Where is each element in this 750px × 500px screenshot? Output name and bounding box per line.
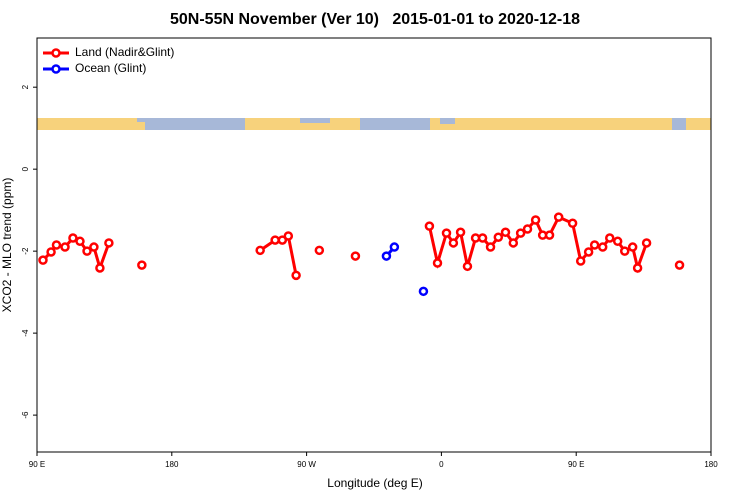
plot-frame: [36, 37, 712, 453]
map-strip: [37, 118, 711, 130]
data-point: [612, 236, 623, 247]
x-tick-label: 180: [704, 460, 718, 469]
data-point: [95, 263, 105, 273]
data-point: [530, 215, 541, 225]
data-point: [277, 235, 288, 245]
data-point: [137, 260, 147, 270]
data-point: [68, 233, 78, 243]
data-point: [89, 242, 99, 252]
data-point: [60, 242, 70, 252]
data-point: [567, 218, 578, 229]
data-point: [619, 246, 630, 256]
y-tick-label: 0: [21, 166, 30, 171]
data-point: [485, 242, 496, 252]
data-point: [283, 231, 294, 241]
legend-label: Land (Nadir&Glint): [75, 45, 174, 59]
legend-marker: [51, 64, 61, 74]
series-line: [386, 247, 423, 291]
data-point: [508, 238, 519, 248]
y-tick-label: -6: [21, 411, 30, 419]
data-point: [627, 242, 638, 252]
data-point: [46, 247, 56, 257]
x-tick-label: 90 E: [29, 460, 45, 469]
y-tick-label: -4: [21, 329, 30, 337]
data-point: [597, 242, 608, 252]
data-point: [314, 245, 325, 256]
data-point: [583, 247, 594, 257]
data-point: [51, 240, 62, 250]
data-point: [389, 242, 400, 252]
x-axis-label: Longitude (deg E): [327, 476, 422, 490]
data-point: [75, 236, 85, 247]
data-point: [674, 260, 685, 270]
x-tick-label: 0: [439, 460, 444, 469]
x-tick-label: 90 E: [568, 460, 584, 469]
data-point: [553, 212, 564, 222]
data-point: [477, 233, 488, 243]
data-point: [424, 221, 435, 231]
data-point: [104, 238, 114, 248]
data-point: [500, 227, 511, 238]
data-point: [493, 232, 504, 242]
data-point: [589, 240, 600, 250]
x-tick-label: 180: [165, 460, 179, 469]
y-axis-label: XCO2 - MLO trend (ppm): [0, 178, 14, 313]
data-point: [38, 255, 48, 265]
data-point: [432, 258, 443, 268]
data-point: [544, 230, 555, 240]
data-point: [381, 251, 392, 261]
data-point: [575, 256, 586, 266]
y-tick-label: -2: [21, 247, 30, 255]
data-point: [441, 228, 452, 238]
data-point: [641, 238, 652, 248]
data-point: [255, 245, 265, 256]
data-point: [605, 233, 615, 243]
legend-marker: [51, 48, 61, 58]
data-point: [522, 224, 533, 234]
data-point: [632, 263, 643, 273]
data-point: [291, 270, 301, 281]
x-tick-label: 90 W: [297, 460, 316, 469]
data-point: [515, 228, 526, 238]
data-point: [448, 238, 459, 248]
data-point: [82, 246, 92, 256]
chart-title: 50N-55N November (Ver 10) 2015-01-01 to …: [170, 11, 580, 28]
data-point: [350, 251, 361, 261]
data-point: [455, 227, 466, 238]
data-point: [418, 286, 429, 297]
y-tick-label: 2: [21, 84, 30, 89]
data-point: [462, 261, 473, 272]
legend-label: Ocean (Glint): [75, 61, 146, 75]
